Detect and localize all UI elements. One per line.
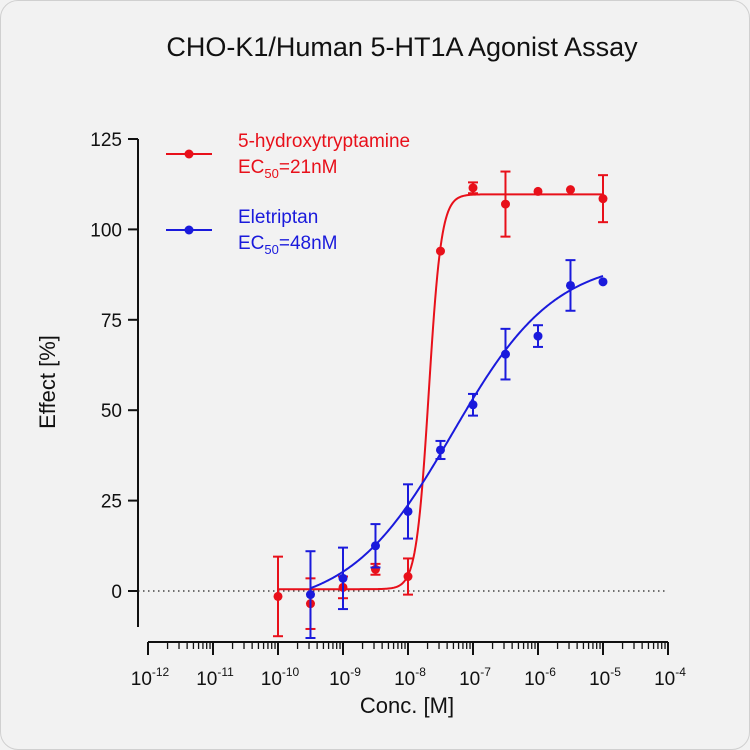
legend-series-name: Eletriptan	[238, 207, 318, 228]
fit-curve	[310, 275, 604, 590]
data-point	[598, 194, 608, 204]
data-point	[533, 331, 543, 341]
legend-marker	[184, 225, 194, 235]
data-point	[500, 349, 510, 359]
data-point	[403, 572, 413, 582]
x-tick-label: 10-5	[589, 665, 621, 690]
y-tick-label: 50	[101, 401, 122, 422]
data-point	[338, 573, 348, 583]
x-tick-label: 10-10	[261, 665, 300, 690]
legend-entry-1: Eletriptan EC50=48nM	[166, 207, 338, 257]
plot-area	[138, 170, 668, 640]
legend: 5-hydroxytryptamine EC50=21nM Eletriptan EC…	[166, 131, 410, 257]
data-point	[598, 277, 608, 287]
data-point	[565, 185, 575, 195]
x-tick-label: 10-9	[329, 665, 361, 690]
y-tick-label: 100	[90, 220, 122, 241]
series-0	[273, 170, 608, 638]
legend-series-name: 5-hydroxytryptamine	[238, 131, 410, 152]
data-point	[435, 445, 445, 455]
series-1	[305, 259, 608, 640]
data-point	[468, 400, 478, 410]
data-point	[370, 541, 380, 551]
data-point	[305, 590, 315, 600]
legend-ec50-label: EC50=21nM	[238, 157, 338, 181]
x-tick-label: 10-6	[524, 665, 556, 690]
chart-title: CHO-K1/Human 5-HT1A Agonist Assay	[166, 32, 638, 62]
x-tick-label: 10-4	[654, 665, 686, 690]
x-tick-label: 10-11	[196, 665, 234, 690]
data-point	[273, 591, 283, 601]
data-point	[468, 183, 478, 193]
data-point	[403, 506, 413, 516]
x-axis-title: Conc. [M]	[360, 693, 454, 718]
data-point	[500, 199, 510, 209]
x-tick-label: 10-12	[131, 665, 170, 690]
x-tick-label: 10-8	[394, 665, 426, 690]
data-point	[565, 280, 575, 290]
y-tick-label: 75	[101, 311, 122, 332]
legend-entry-0: 5-hydroxytryptamine EC50=21nM	[166, 131, 410, 181]
y-tick-label: 25	[101, 492, 122, 513]
y-tick-label: 125	[90, 130, 122, 151]
x-tick-label: 10-7	[459, 665, 491, 690]
axes: 0 25 50 75 100 125 10-12 10-11 10-10 10-9 10-8 10-7…	[90, 130, 686, 690]
y-axis-title: Effect [%]	[35, 335, 60, 429]
legend-ec50-label: EC50=48nM	[238, 233, 338, 257]
y-tick-label: 0	[111, 582, 122, 603]
data-point	[533, 186, 543, 196]
legend-marker	[184, 149, 194, 159]
data-point	[435, 246, 445, 256]
